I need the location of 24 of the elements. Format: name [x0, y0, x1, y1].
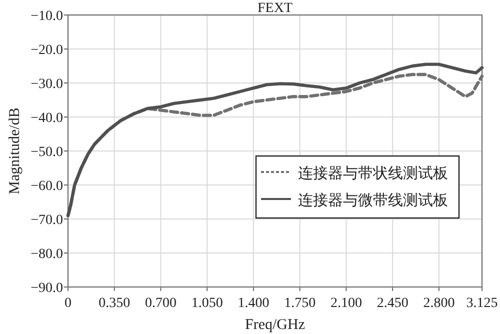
x-axis-title: Freq/GHz — [245, 317, 306, 333]
chart-title: FEXT — [258, 1, 293, 16]
x-tick-label: 0.350 — [98, 296, 130, 311]
y-tick-label: −80.0 — [30, 247, 63, 262]
legend-label: 连接器与带状线测试板 — [298, 165, 448, 182]
x-tick-label: 2.100 — [330, 296, 362, 311]
x-tick-label: 2.800 — [423, 296, 455, 311]
y-tick-label: −40.0 — [30, 111, 63, 126]
y-tick-label: −90.0 — [30, 281, 63, 296]
y-tick-label: −60.0 — [30, 179, 63, 194]
x-tick-label: 0.700 — [144, 296, 176, 311]
x-tick-label: 2.450 — [376, 296, 408, 311]
y-axis-title: Magnitude/dB — [7, 108, 23, 194]
x-tick-label: 1.050 — [191, 296, 223, 311]
x-tick-label: 1.400 — [238, 296, 270, 311]
y-tick-label: −20.0 — [30, 43, 63, 58]
y-tick-label: −70.0 — [30, 213, 63, 228]
y-tick-label: −10.0 — [30, 9, 63, 24]
x-tick-label: 1.750 — [284, 296, 316, 311]
x-tick-label: 3.125 — [466, 296, 498, 311]
y-tick-label: −30.0 — [30, 77, 63, 92]
x-tick-label: 0 — [64, 296, 72, 311]
y-tick-label: −50.0 — [30, 145, 63, 160]
legend-label: 连接器与微带线测试板 — [298, 192, 448, 209]
